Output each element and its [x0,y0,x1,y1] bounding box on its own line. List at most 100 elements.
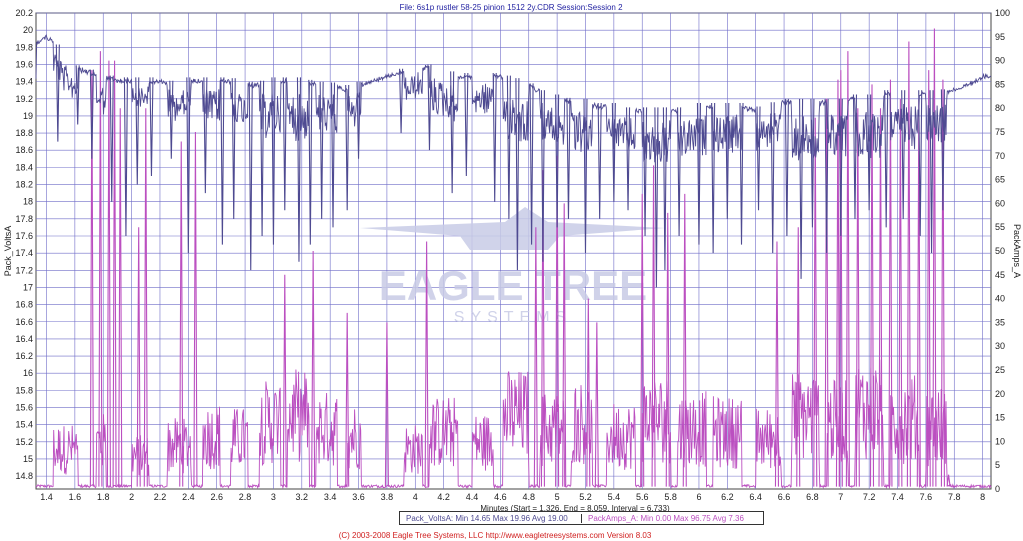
y-left-tick-label: 15.4 [15,420,33,430]
volts-dip [248,81,253,271]
volts-dip [784,98,789,236]
y-right-tick-label: 90 [995,56,1005,66]
volts-dip [89,69,94,159]
x-tick-label: 5 [555,492,560,502]
amps-spike [824,98,829,487]
legend-volts: Pack_VoltsA: Min 14.65 Max 19.96 Avg 19.… [406,513,568,523]
series-volts-line [35,34,991,163]
y-right-tick-label: 35 [995,317,1005,327]
amps-spike [640,193,645,487]
volts-dip [356,81,361,159]
x-axis-ticks: 1.4 1.6 1.8 2 2.2 2.4 2.6 2.8 3 3.2 3.4 3.6 3.8 4 4.2 4… [40,492,985,502]
amps-spike [869,84,875,487]
volts-dip [901,90,906,219]
y-left-tick-label: 15.2 [15,437,33,447]
right-axis-ticks: 0 5 10 15 20 25 30 35 40 45 50 55 60 65 70 75 80 85 90 95 10… [995,8,1010,494]
amps-spike [898,98,903,487]
x-tick-label: 6.6 [778,492,791,502]
series-legend: Pack_VoltsA: Min 14.65 Max 19.96 Avg 19.… [399,511,764,525]
watermark-sub: SYSTEMS [454,309,572,326]
x-tick-label: 1.6 [69,492,82,502]
x-tick-label: 3 [271,492,276,502]
y-left-tick-label: 17.4 [15,248,33,258]
volts-dip [260,80,265,236]
y-right-tick-label: 85 [995,79,1005,89]
amps-spike [888,79,893,487]
volts-dip [55,44,60,142]
volts-dip [203,77,208,194]
y-left-tick-label: 19.6 [15,59,33,69]
y-left-tick-label: 15.6 [15,403,33,413]
x-tick-label: 7.8 [948,492,961,502]
y-right-tick-label: 10 [995,436,1005,446]
y-left-tick-label: 18 [23,197,33,207]
amps-spike [838,70,843,487]
y-right-tick-label: 65 [995,175,1005,185]
y-left-tick-label: 16.8 [15,300,33,310]
x-tick-label: 5.2 [579,492,592,502]
volts-dip [824,98,829,254]
volts-dip [677,107,682,236]
x-tick-label: 5.6 [636,492,649,502]
y-left-tick-label: 20.2 [15,8,33,18]
amps-spike [796,227,801,487]
y-right-tick-label: 5 [995,460,1000,470]
x-tick-label: 4.2 [437,492,450,502]
volts-dip [135,77,140,185]
volts-dip [929,90,934,254]
amps-spike [906,41,911,487]
y-right-tick-label: 20 [995,389,1005,399]
y-right-tick-label: 40 [995,294,1005,304]
amps-spike [540,170,545,487]
volts-dip [756,106,761,211]
y-right-tick-label: 75 [995,127,1005,137]
volts-dip [867,94,872,211]
x-tick-label: 4 [413,492,418,502]
amps-spike [118,108,123,487]
volts-dip [566,97,571,219]
amps-spike [136,227,141,487]
amps-spike [940,79,945,487]
volts-dip [345,85,350,211]
y-left-tick-label: 14.8 [15,471,33,481]
amps-spike [932,28,937,487]
volts-dip [169,80,174,159]
y-left-tick-label: 15 [23,454,33,464]
legend-amps: PackAmps_A: Min 0.00 Max 96.75 Avg 7.36 [581,513,763,523]
amps-spike [179,141,184,487]
volts-dip [810,98,815,228]
volts-dip [399,68,404,134]
y-right-tick-label: 95 [995,32,1005,42]
x-tick-label: 2 [129,492,134,502]
y-left-tick-label: 17.2 [15,265,33,275]
y-left-tick-label: 16 [23,368,33,378]
amps-spike [345,312,350,487]
amps-spike [533,227,538,487]
x-tick-label: 7.2 [863,492,876,502]
watermark-brand: EAGLE TREE [379,262,647,309]
x-tick-label: 6.4 [749,492,762,502]
amps-spike [926,70,931,487]
y-right-tick-label: 30 [995,341,1005,351]
volts-dip [330,82,336,228]
amps-spike [106,60,111,487]
volts-dip [838,98,843,236]
y-right-tick-label: 45 [995,270,1005,280]
amps-spike [855,108,860,487]
x-tick-label: 1.4 [40,492,53,502]
amps-spike [555,155,560,487]
x-tick-label: 6.2 [721,492,734,502]
y-right-tick-label: 50 [995,246,1005,256]
y-left-tick-label: 17.8 [15,214,33,224]
y-left-tick-label: 19.2 [15,94,33,104]
y-left-tick-label: 19.8 [15,42,33,52]
amps-spike [586,298,591,487]
y-right-tick-label: 80 [995,103,1005,113]
x-tick-label: 5.8 [664,492,677,502]
amps-spike [98,51,103,487]
volts-dip [450,71,455,194]
amps-spike [594,322,599,487]
y-left-tick-label: 19 [23,111,33,121]
amps-spike [384,322,389,487]
